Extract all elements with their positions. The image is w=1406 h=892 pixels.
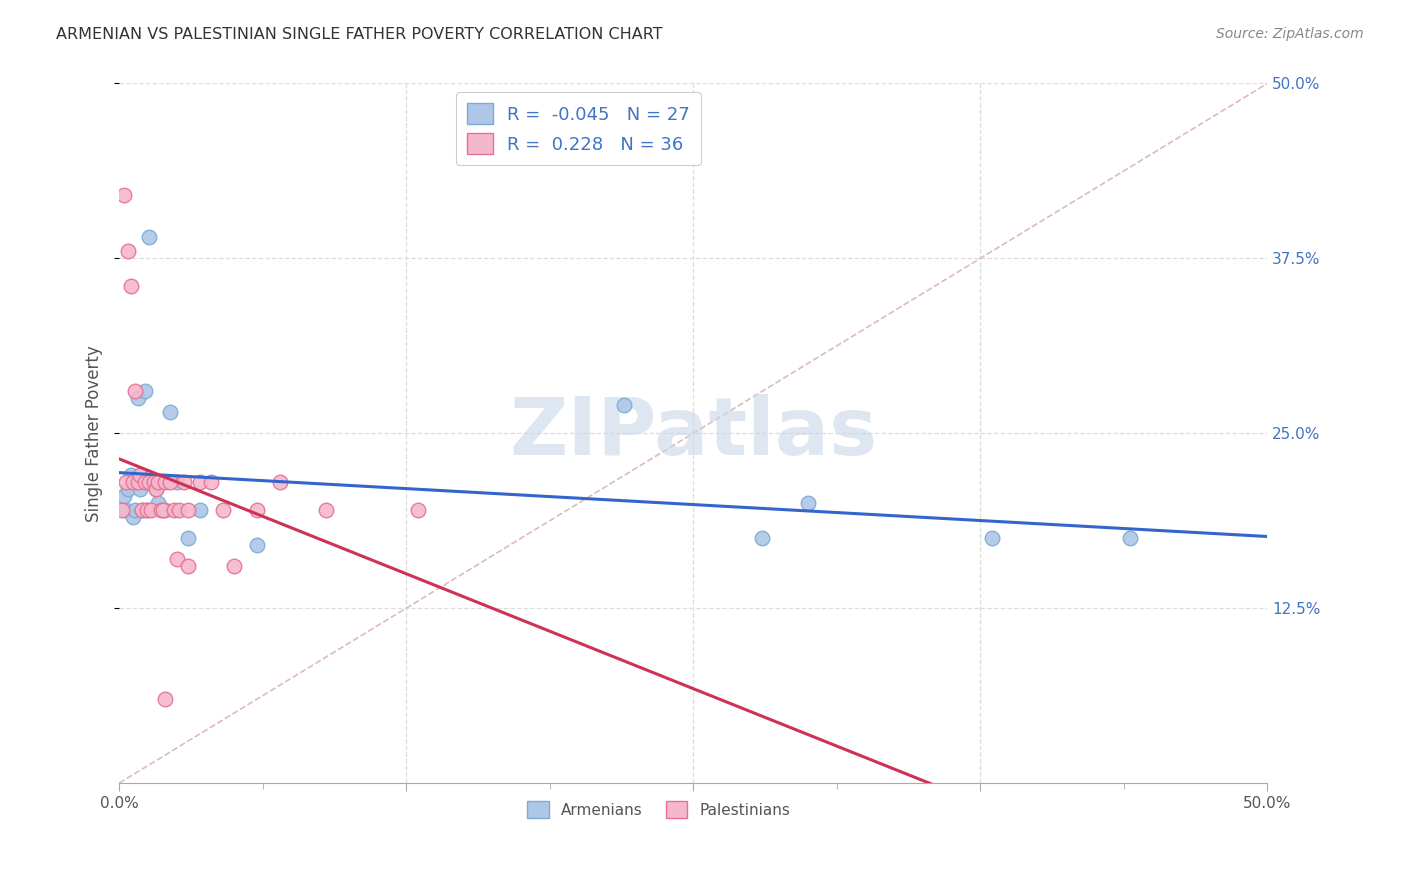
Point: [797, 496, 820, 510]
Point: [148, 475, 170, 490]
Point: [167, 503, 190, 517]
Point: [315, 503, 337, 517]
Point: [166, 552, 188, 566]
Point: [112, 188, 135, 202]
Point: [131, 503, 153, 517]
Point: [122, 510, 145, 524]
Point: [177, 531, 200, 545]
Point: [188, 475, 211, 490]
Point: [613, 398, 636, 412]
Point: [141, 503, 163, 517]
Point: [153, 475, 176, 490]
Point: [117, 482, 139, 496]
Point: [124, 384, 146, 399]
Point: [115, 503, 138, 517]
Point: [115, 475, 138, 490]
Point: [149, 475, 172, 490]
Point: [120, 279, 142, 293]
Point: [246, 503, 269, 517]
Point: [135, 503, 157, 517]
Point: [980, 531, 1002, 545]
Point: [166, 475, 188, 490]
Point: [269, 475, 291, 490]
Legend: Armenians, Palestinians: Armenians, Palestinians: [522, 795, 796, 824]
Point: [142, 475, 165, 490]
Y-axis label: Single Father Poverty: Single Father Poverty: [86, 345, 103, 522]
Point: [149, 503, 172, 517]
Point: [173, 475, 195, 490]
Point: [127, 475, 149, 490]
Point: [112, 489, 135, 503]
Point: [246, 538, 269, 552]
Point: [145, 482, 167, 496]
Point: [135, 503, 157, 517]
Point: [131, 503, 153, 517]
Point: [1118, 531, 1140, 545]
Point: [200, 475, 222, 490]
Point: [163, 503, 186, 517]
Point: [127, 391, 149, 405]
Point: [134, 384, 156, 399]
Point: [159, 405, 181, 419]
Text: ARMENIAN VS PALESTINIAN SINGLE FATHER POVERTY CORRELATION CHART: ARMENIAN VS PALESTINIAN SINGLE FATHER PO…: [56, 27, 662, 42]
Point: [148, 496, 170, 510]
Point: [152, 503, 174, 517]
Point: [142, 475, 165, 490]
Point: [129, 482, 152, 496]
Text: ZIPatlas: ZIPatlas: [509, 394, 877, 472]
Point: [129, 468, 152, 483]
Point: [134, 475, 156, 490]
Point: [120, 468, 142, 483]
Point: [177, 559, 200, 574]
Point: [211, 503, 233, 517]
Point: [145, 482, 167, 496]
Point: [117, 244, 139, 259]
Point: [188, 503, 211, 517]
Point: [110, 503, 132, 517]
Point: [122, 475, 145, 490]
Point: [406, 503, 429, 517]
Point: [138, 475, 160, 490]
Point: [153, 692, 176, 706]
Point: [751, 531, 773, 545]
Text: Source: ZipAtlas.com: Source: ZipAtlas.com: [1216, 27, 1364, 41]
Point: [177, 503, 200, 517]
Point: [159, 475, 181, 490]
Point: [153, 503, 176, 517]
Point: [124, 503, 146, 517]
Point: [138, 230, 160, 244]
Point: [222, 559, 245, 574]
